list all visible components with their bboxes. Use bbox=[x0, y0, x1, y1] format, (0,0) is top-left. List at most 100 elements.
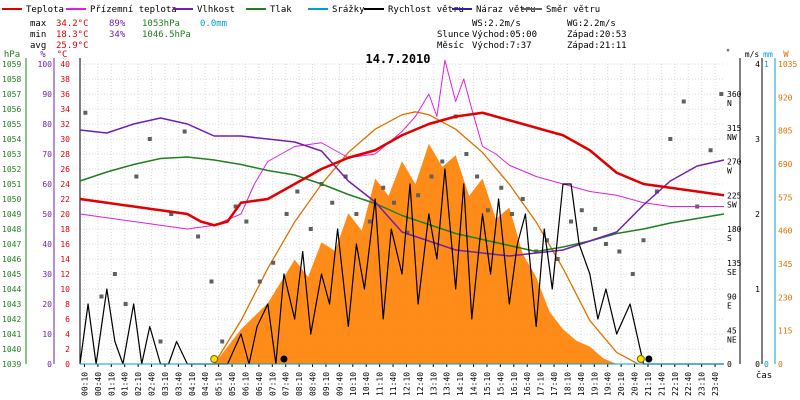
wind-dir-name-label: S bbox=[727, 234, 732, 243]
pressure-tick-label: 1042 bbox=[2, 315, 21, 324]
rain-tick-label: 1 bbox=[764, 60, 769, 69]
pressure-tick-label: 1057 bbox=[2, 90, 21, 99]
x-tick-label: 10:10 bbox=[349, 372, 358, 396]
humidity-tick-label: 20 bbox=[42, 300, 52, 309]
humidity-unit: % bbox=[40, 50, 46, 60]
pressure-unit: hPa bbox=[4, 50, 20, 60]
stats-min-hum: 34% bbox=[109, 30, 126, 40]
temperature-tick-label: 40 bbox=[60, 60, 70, 69]
wind-dir-name-label: NE bbox=[727, 335, 737, 344]
temperature-line bbox=[79, 111, 725, 227]
x-tick-label: 23:40 bbox=[711, 372, 720, 396]
x-tick-label: 17:40 bbox=[550, 372, 559, 396]
pressure-tick-label: 1040 bbox=[2, 345, 21, 354]
pressure-tick-label: 1052 bbox=[2, 165, 21, 174]
x-tick-label: 19:10 bbox=[590, 372, 599, 396]
pressure-tick-label: 1045 bbox=[2, 270, 21, 279]
radiation-tick-label: 230 bbox=[778, 293, 793, 302]
humidity-tick-label: 30 bbox=[42, 270, 52, 279]
clear-sky-radiation-line bbox=[213, 111, 639, 365]
wind-dir-tick-label: 315 bbox=[727, 124, 742, 133]
x-tick-label: 03:40 bbox=[174, 372, 183, 396]
pressure-tick-label: 1044 bbox=[2, 285, 21, 294]
x-tick-label: 22:10 bbox=[671, 372, 680, 396]
info-wg: WG:2.2m/s bbox=[567, 19, 616, 29]
x-tick-label: 09:10 bbox=[322, 372, 331, 396]
legend-label: Rychlost větru bbox=[388, 5, 464, 15]
wind-dir-name-label: SE bbox=[727, 268, 737, 277]
stats-min-temp: 18.3°C bbox=[56, 30, 89, 40]
wind-speed-tick-label: 3 bbox=[755, 135, 760, 144]
x-tick-label: 02:40 bbox=[148, 372, 157, 396]
pressure-tick-label: 1049 bbox=[2, 210, 21, 219]
stats-max-press: 1053hPa bbox=[142, 19, 180, 29]
wind-direction-point bbox=[593, 227, 598, 231]
wind-direction-point bbox=[555, 257, 560, 261]
x-tick-label: 20:40 bbox=[631, 372, 640, 396]
pressure-tick-label: 1059 bbox=[2, 60, 21, 69]
x-tick-label: 19:40 bbox=[604, 372, 613, 396]
wind-direction-point bbox=[485, 208, 490, 213]
temperature-tick-label: 18 bbox=[60, 225, 70, 234]
x-tick-label: 14:10 bbox=[456, 372, 465, 396]
temperature-tick-label: 14 bbox=[60, 255, 70, 264]
stats-avg-label: avg bbox=[30, 41, 46, 51]
legend-label: Srážky bbox=[332, 5, 365, 15]
temperature-tick-label: 24 bbox=[60, 180, 70, 189]
rain-unit: mm bbox=[763, 50, 773, 59]
wind-direction-point bbox=[654, 189, 659, 194]
wind-speed-tick-label: 0 bbox=[755, 360, 760, 369]
wind-speed-unit: m/s bbox=[745, 50, 760, 59]
wind-direction-point bbox=[405, 230, 410, 235]
x-tick-label: 14:40 bbox=[470, 372, 479, 396]
legend-label: Teplota bbox=[26, 5, 64, 15]
info-moon-label: Měsíc bbox=[437, 41, 464, 51]
temperature-tick-label: 8 bbox=[65, 300, 70, 309]
x-tick-label: 00:10 bbox=[80, 372, 89, 396]
info-sunrise: Východ:05:00 bbox=[472, 30, 537, 40]
wind-dir-tick-label: 360 bbox=[727, 90, 742, 99]
humidity-tick-label: 70 bbox=[42, 150, 52, 159]
humidity-tick-label: 40 bbox=[42, 240, 52, 249]
legend-label: Tlak bbox=[270, 5, 292, 15]
wind-direction-point bbox=[440, 159, 445, 164]
pressure-tick-label: 1039 bbox=[2, 360, 21, 369]
x-tick-label: 01:10 bbox=[107, 372, 116, 396]
pressure-tick-label: 1053 bbox=[2, 150, 21, 159]
humidity-tick-label: 90 bbox=[42, 90, 52, 99]
wind-dir-tick-label: 90 bbox=[727, 293, 737, 302]
info-sun-label: Slunce bbox=[437, 30, 470, 40]
legend-label: Vlhkost bbox=[197, 5, 235, 15]
temperature-tick-label: 20 bbox=[60, 210, 70, 219]
wind-speed-tick-label: 2 bbox=[755, 210, 760, 219]
pressure-tick-label: 1054 bbox=[2, 135, 21, 144]
pressure-tick-label: 1047 bbox=[2, 240, 21, 249]
radiation-tick-label: 1035 bbox=[778, 60, 797, 69]
sun-marker bbox=[210, 355, 219, 363]
wind-direction-point bbox=[295, 189, 300, 194]
temperature-tick-label: 4 bbox=[65, 330, 70, 339]
x-axis-label: čas bbox=[756, 370, 772, 381]
info-moonrise: Východ:7:37 bbox=[472, 41, 532, 51]
wind-direction-point bbox=[510, 212, 515, 216]
temperature-tick-label: 26 bbox=[60, 165, 70, 174]
temperature-tick-label: 34 bbox=[60, 105, 70, 114]
temperature-tick-label: 16 bbox=[60, 240, 70, 249]
info-block: WS:2.2m/s WG:2.2m/s Slunce Východ:05:00 … bbox=[437, 19, 627, 51]
x-tick-label: 11:40 bbox=[389, 372, 398, 396]
info-ws: WS:2.2m/s bbox=[472, 19, 521, 29]
wind-direction-point bbox=[271, 260, 276, 265]
x-tick-label: 05:10 bbox=[215, 372, 224, 396]
plot-area bbox=[79, 59, 725, 365]
temperature-tick-label: 10 bbox=[60, 285, 70, 294]
x-tick-label: 02:10 bbox=[134, 372, 143, 396]
wind-direction-point bbox=[330, 200, 335, 205]
wind-direction-point bbox=[617, 249, 622, 254]
x-tick-label: 13:10 bbox=[429, 372, 438, 396]
x-tick-label: 13:40 bbox=[443, 372, 452, 396]
humidity-tick-label: 10 bbox=[42, 330, 52, 339]
stats-block: max 34.2°C 89% 1053hPa 0.0mm min 18.3°C … bbox=[30, 19, 227, 51]
x-tick-label: 21:10 bbox=[644, 372, 653, 396]
temperature-tick-label: 32 bbox=[60, 120, 70, 129]
wind-direction-point bbox=[668, 137, 673, 141]
